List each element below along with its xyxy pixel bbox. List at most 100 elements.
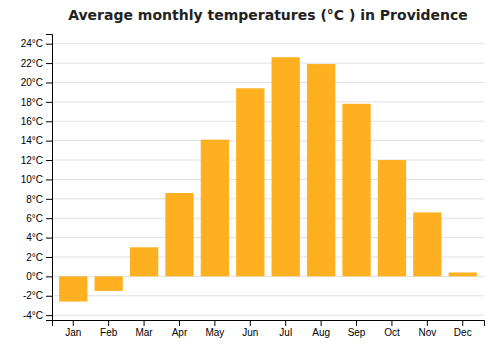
grid-line — [52, 63, 484, 64]
grid-line — [52, 179, 484, 180]
tick: 10°C — [21, 174, 52, 185]
tick: Dec — [454, 320, 472, 338]
grid-line — [52, 121, 484, 122]
bar — [201, 140, 229, 277]
tick-label: Mar — [135, 327, 153, 338]
tick-mark — [250, 320, 251, 326]
tick-label: 10°C — [21, 174, 43, 185]
grid-line — [52, 82, 484, 83]
tick-mark — [46, 276, 52, 277]
tick: 14°C — [21, 135, 52, 146]
tick-mark — [46, 179, 52, 180]
bar — [94, 276, 122, 291]
tick-mark — [73, 320, 74, 326]
grid-line — [52, 43, 484, 44]
tick-label: -2°C — [23, 290, 43, 301]
tick-mark — [46, 82, 52, 83]
tick-label: 8°C — [26, 194, 43, 205]
tick-mark — [46, 218, 52, 219]
tick-mark — [46, 141, 52, 142]
tick: 12°C — [21, 155, 52, 166]
tick: -4°C — [23, 310, 52, 321]
tick: 6°C — [26, 213, 52, 224]
tick: 16°C — [21, 116, 52, 127]
tick-label: Jul — [279, 327, 292, 338]
grid — [52, 44, 484, 315]
axis-line — [53, 321, 485, 327]
tick-mark — [46, 63, 52, 64]
tick: Feb — [100, 320, 118, 338]
tick-label: 20°C — [21, 77, 43, 88]
tick-mark — [214, 320, 215, 326]
tick-label: 22°C — [21, 58, 43, 69]
bar — [165, 193, 193, 276]
bars — [59, 57, 477, 301]
x-axis: Jan Feb Mar Apr May Jun Jul Aug Sep Oct Nov Dec — [53, 320, 485, 338]
grid-line — [52, 295, 484, 296]
tick: Mar — [135, 320, 153, 338]
tick-mark — [462, 320, 463, 326]
y-axis: -4°C -2°C 0°C 2°C 4°C 6°C 8°C 10°C 12°C 14°C 16°C 1… — [21, 35, 53, 321]
title: Average monthly temperatures (°C ) in Pr… — [68, 7, 468, 23]
tick: 18°C — [21, 97, 52, 108]
tick-label: May — [205, 327, 224, 338]
tick: Jul — [279, 320, 292, 338]
plot: -4°C -2°C 0°C 2°C 4°C 6°C 8°C 10°C 12°C 14°C 16°C 1… — [21, 35, 485, 339]
tick-label: -4°C — [23, 310, 43, 321]
chart: -4°C -2°C 0°C 2°C 4°C 6°C 8°C 10°C 12°C 14°C 16°C 1… — [0, 0, 500, 350]
axis-line — [46, 35, 53, 321]
grid-line — [52, 198, 484, 199]
tick-label: Jan — [65, 327, 81, 338]
tick: 20°C — [21, 77, 52, 88]
bar — [130, 247, 158, 276]
tick: Oct — [384, 320, 400, 338]
grid-line — [52, 160, 484, 161]
bar — [272, 57, 300, 276]
tick: 2°C — [26, 252, 52, 263]
tick-label: Aug — [312, 327, 330, 338]
tick-label: Dec — [454, 327, 472, 338]
tick-label: Sep — [348, 327, 366, 338]
tick-mark — [46, 121, 52, 122]
tick: Jan — [65, 320, 81, 338]
tick: Jun — [242, 320, 258, 338]
tick: Apr — [172, 320, 188, 338]
tick-label: 4°C — [26, 232, 43, 243]
bar — [449, 272, 477, 276]
bar — [307, 64, 335, 276]
grid-line — [52, 315, 484, 316]
tick-label: 18°C — [21, 97, 43, 108]
tick: 22°C — [21, 58, 52, 69]
tick: 8°C — [26, 194, 52, 205]
tick-label: Apr — [172, 327, 188, 338]
tick: 0°C — [26, 271, 52, 282]
tick-label: Feb — [100, 327, 118, 338]
tick: Nov — [418, 320, 436, 338]
tick-label: Nov — [418, 327, 436, 338]
bar — [378, 160, 406, 276]
tick-mark — [46, 160, 52, 161]
tick-label: Jun — [242, 327, 258, 338]
tick-mark — [285, 320, 286, 326]
tick-mark — [144, 320, 145, 326]
tick-mark — [46, 44, 52, 45]
tick-label: 6°C — [26, 213, 43, 224]
tick-mark — [356, 320, 357, 326]
tick-mark — [46, 296, 52, 297]
tick-label: 12°C — [21, 155, 43, 166]
tick-label: Oct — [384, 327, 400, 338]
bar — [342, 104, 370, 277]
tick-mark — [46, 238, 52, 239]
tick: May — [205, 320, 224, 338]
tick: -2°C — [23, 290, 52, 301]
bar — [59, 276, 87, 301]
tick-label: 0°C — [26, 271, 43, 282]
tick-label: 24°C — [21, 38, 43, 49]
grid-line — [52, 101, 484, 102]
tick-label: 2°C — [26, 252, 43, 263]
tick-mark — [46, 102, 52, 103]
tick: 24°C — [21, 38, 52, 49]
tick-mark — [46, 257, 52, 258]
tick-label: 16°C — [21, 116, 43, 127]
tick-mark — [391, 320, 392, 326]
